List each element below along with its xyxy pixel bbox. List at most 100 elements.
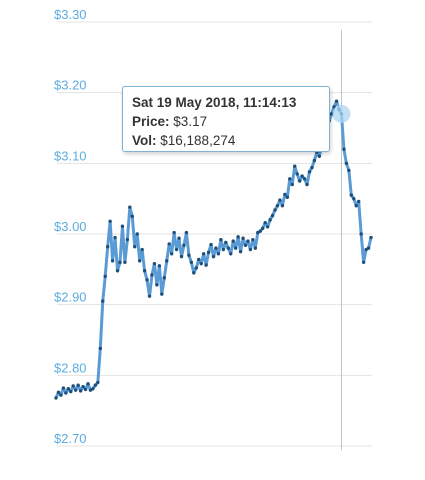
data-point[interactable] xyxy=(142,269,147,273)
data-point[interactable] xyxy=(366,246,371,250)
data-point[interactable] xyxy=(297,179,302,183)
data-point[interactable] xyxy=(209,242,213,247)
data-point[interactable] xyxy=(147,294,152,298)
data-point[interactable] xyxy=(86,382,90,386)
data-point[interactable] xyxy=(221,247,226,252)
data-point[interactable] xyxy=(270,213,275,218)
data-point[interactable] xyxy=(120,224,125,228)
data-point[interactable] xyxy=(160,292,164,296)
data-point[interactable] xyxy=(184,230,189,235)
data-point[interactable] xyxy=(54,396,58,400)
data-point[interactable] xyxy=(300,174,304,178)
data-point[interactable] xyxy=(167,242,171,246)
data-point[interactable] xyxy=(197,257,201,262)
data-point[interactable] xyxy=(71,384,75,388)
data-point[interactable] xyxy=(354,204,358,208)
data-point[interactable] xyxy=(283,192,287,197)
data-point[interactable] xyxy=(96,380,100,385)
data-point[interactable] xyxy=(128,205,132,209)
data-point[interactable] xyxy=(98,346,102,351)
data-point[interactable] xyxy=(118,260,122,264)
data-point[interactable] xyxy=(265,225,270,229)
data-point[interactable] xyxy=(243,243,248,248)
data-point[interactable] xyxy=(93,383,98,387)
data-point[interactable] xyxy=(66,387,71,391)
data-point[interactable] xyxy=(307,170,312,174)
data-point[interactable] xyxy=(169,252,174,256)
data-point[interactable] xyxy=(369,235,373,240)
data-point[interactable] xyxy=(290,182,294,187)
data-point[interactable] xyxy=(305,182,309,187)
data-point[interactable] xyxy=(91,387,95,391)
data-point[interactable] xyxy=(199,261,203,266)
data-point[interactable] xyxy=(61,386,66,390)
data-point[interactable] xyxy=(293,164,297,168)
data-point[interactable] xyxy=(189,260,194,264)
data-point[interactable] xyxy=(81,384,85,389)
data-point[interactable] xyxy=(165,259,169,263)
data-point[interactable] xyxy=(105,245,110,249)
data-point[interactable] xyxy=(192,271,196,275)
data-point[interactable] xyxy=(162,276,166,280)
data-point[interactable] xyxy=(211,254,216,259)
data-point[interactable] xyxy=(280,204,285,208)
data-point[interactable] xyxy=(172,230,176,235)
data-point[interactable] xyxy=(285,195,290,199)
data-point[interactable] xyxy=(216,252,221,256)
data-point[interactable] xyxy=(206,250,211,255)
data-point[interactable] xyxy=(78,389,83,393)
data-point[interactable] xyxy=(157,264,162,268)
data-point[interactable] xyxy=(332,105,336,109)
data-point[interactable] xyxy=(312,158,317,163)
data-point[interactable] xyxy=(204,263,208,267)
data-point[interactable] xyxy=(349,193,354,197)
data-point[interactable] xyxy=(103,274,107,279)
data-point[interactable] xyxy=(263,220,267,225)
data-point[interactable] xyxy=(101,299,105,303)
data-point[interactable] xyxy=(248,247,253,252)
data-point[interactable] xyxy=(310,165,314,170)
data-point[interactable] xyxy=(88,388,93,392)
data-point[interactable] xyxy=(288,177,292,181)
data-point[interactable] xyxy=(150,273,154,277)
data-point[interactable] xyxy=(231,239,235,243)
data-point[interactable] xyxy=(329,112,334,116)
data-point[interactable] xyxy=(137,259,142,263)
data-point[interactable] xyxy=(241,236,245,240)
data-point[interactable] xyxy=(83,387,88,392)
data-point[interactable] xyxy=(344,161,349,166)
data-point[interactable] xyxy=(123,260,127,264)
data-point[interactable] xyxy=(108,219,112,223)
data-point[interactable] xyxy=(253,246,258,250)
data-point[interactable] xyxy=(69,389,73,394)
data-point[interactable] xyxy=(268,218,272,222)
data-point[interactable] xyxy=(273,208,277,212)
data-point[interactable] xyxy=(155,283,159,287)
data-point[interactable] xyxy=(214,246,218,250)
data-point[interactable] xyxy=(334,99,339,103)
data-point[interactable] xyxy=(258,229,262,233)
data-point[interactable] xyxy=(364,247,368,252)
data-point[interactable] xyxy=(238,249,243,254)
data-point[interactable] xyxy=(152,261,157,266)
data-point[interactable] xyxy=(145,278,149,282)
data-point[interactable] xyxy=(352,196,356,201)
data-point[interactable] xyxy=(359,232,363,236)
data-point[interactable] xyxy=(342,147,346,151)
data-point[interactable] xyxy=(177,236,181,240)
data-point[interactable] xyxy=(224,240,228,245)
data-point[interactable] xyxy=(278,198,282,202)
data-point[interactable] xyxy=(219,237,223,242)
data-point[interactable] xyxy=(256,230,260,235)
data-point[interactable] xyxy=(317,154,322,158)
data-point[interactable] xyxy=(187,253,191,257)
data-point[interactable] xyxy=(275,204,280,208)
data-point[interactable] xyxy=(201,252,206,256)
data-point[interactable] xyxy=(133,245,137,249)
data-point[interactable] xyxy=(56,390,61,394)
data-point[interactable] xyxy=(64,391,68,395)
data-point[interactable] xyxy=(182,243,186,248)
data-point[interactable] xyxy=(113,235,117,240)
data-point[interactable] xyxy=(174,247,179,252)
data-point[interactable] xyxy=(356,199,361,204)
